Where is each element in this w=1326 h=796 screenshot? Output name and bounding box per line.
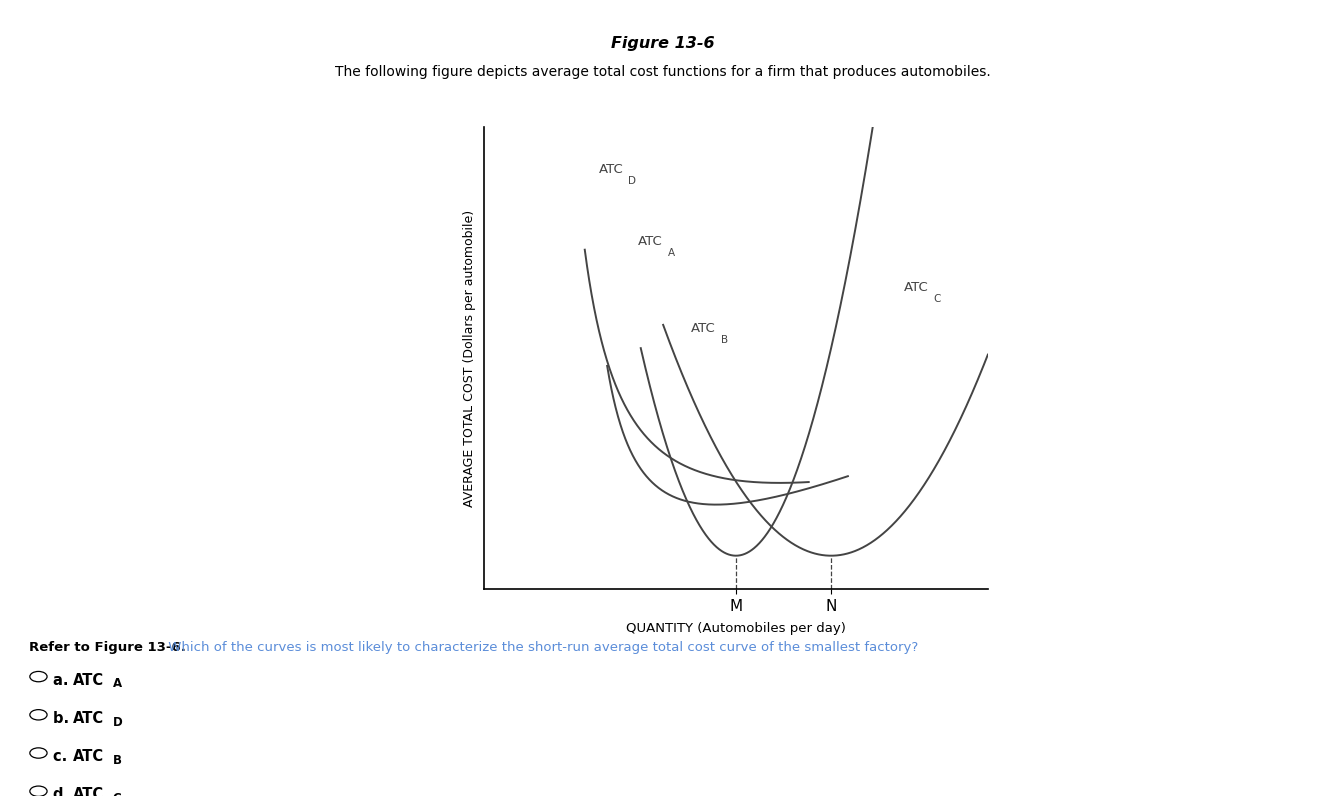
Text: a.: a. xyxy=(53,673,74,688)
Text: d.: d. xyxy=(53,787,74,796)
Text: ATC: ATC xyxy=(73,749,103,764)
Text: A: A xyxy=(667,248,675,258)
Text: ATC: ATC xyxy=(73,711,103,726)
Text: Refer to Figure 13-6.: Refer to Figure 13-6. xyxy=(29,641,186,654)
Text: D: D xyxy=(113,716,122,728)
Text: c.: c. xyxy=(53,749,73,764)
Text: Which of the curves is most likely to characterize the short-run average total c: Which of the curves is most likely to ch… xyxy=(164,641,919,654)
Text: ATC: ATC xyxy=(73,787,103,796)
Text: Figure 13-6: Figure 13-6 xyxy=(611,36,715,51)
Text: C: C xyxy=(113,792,122,796)
Text: D: D xyxy=(629,176,636,186)
Text: The following figure depicts average total cost functions for a firm that produc: The following figure depicts average tot… xyxy=(335,65,991,80)
Text: ATC: ATC xyxy=(73,673,103,688)
Text: ATC: ATC xyxy=(691,322,716,335)
X-axis label: QUANTITY (Automobiles per day): QUANTITY (Automobiles per day) xyxy=(626,622,846,635)
Text: ATC: ATC xyxy=(638,235,663,248)
Y-axis label: AVERAGE TOTAL COST (Dollars per automobile): AVERAGE TOTAL COST (Dollars per automobi… xyxy=(463,209,476,507)
Text: ATC: ATC xyxy=(599,163,623,176)
Text: b.: b. xyxy=(53,711,74,726)
Text: ATC: ATC xyxy=(904,281,928,295)
Text: B: B xyxy=(113,754,122,767)
Text: B: B xyxy=(721,335,728,345)
Text: A: A xyxy=(113,677,122,690)
Text: C: C xyxy=(934,294,941,304)
